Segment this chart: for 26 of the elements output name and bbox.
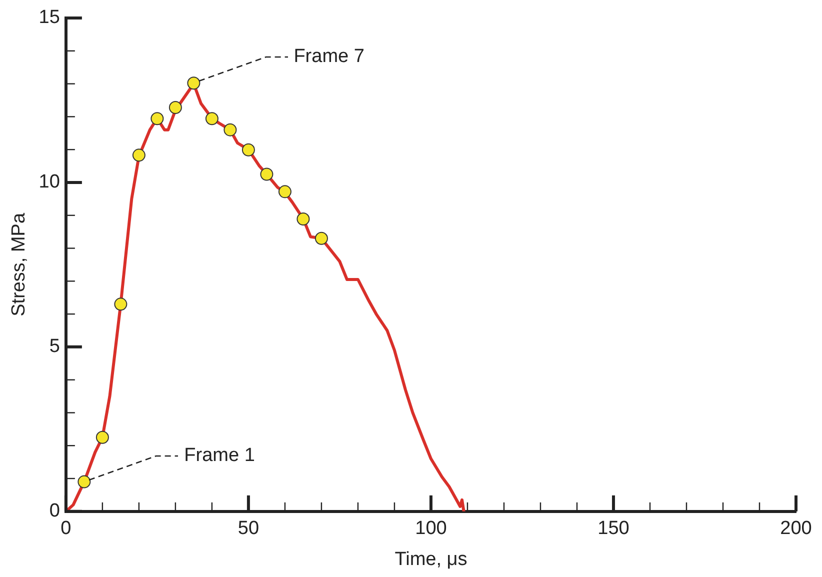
x-tick-label: 200 [780, 518, 812, 540]
x-tick-label: 150 [598, 518, 630, 540]
point [314, 232, 328, 245]
point [278, 185, 292, 198]
point [224, 123, 237, 136]
point [114, 298, 128, 311]
y-tick-label: 5 [49, 336, 60, 358]
y-tick-label: 10 [38, 172, 60, 193]
point [187, 76, 200, 90]
annotation: Frame 1 [184, 444, 255, 467]
point [168, 100, 182, 114]
x-tick-label: 50 [238, 518, 260, 540]
x-axis-title: Time, μs [394, 548, 468, 570]
y-axis-title: Stress, MPa [8, 212, 30, 316]
point [296, 212, 310, 226]
point [260, 168, 274, 181]
point [96, 430, 109, 444]
point [78, 475, 91, 488]
y-tick-label: 15 [38, 7, 60, 28]
annotation: Frame 7 [294, 46, 364, 68]
x-tick-label: 100 [415, 518, 447, 540]
point [150, 112, 164, 126]
y-tick-label: 0 [49, 500, 60, 522]
point [132, 148, 146, 162]
point [242, 143, 255, 156]
point [205, 112, 218, 126]
